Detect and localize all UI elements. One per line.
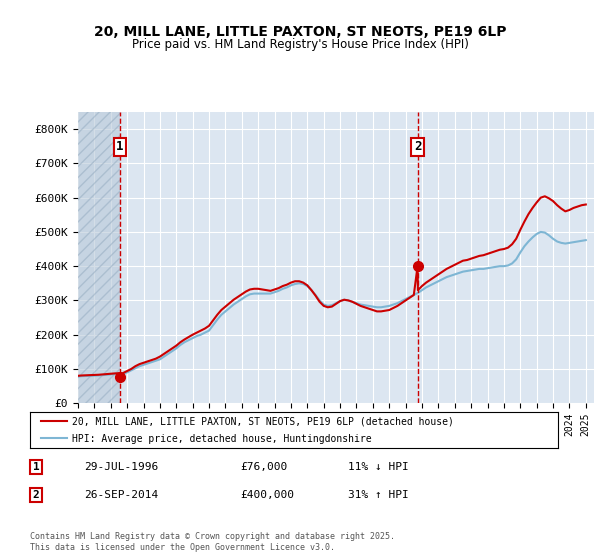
Text: HPI: Average price, detached house, Huntingdonshire: HPI: Average price, detached house, Hunt… — [72, 434, 372, 444]
Text: 11% ↓ HPI: 11% ↓ HPI — [348, 462, 409, 472]
Text: 2: 2 — [32, 490, 40, 500]
Text: 20, MILL LANE, LITTLE PAXTON, ST NEOTS, PE19 6LP: 20, MILL LANE, LITTLE PAXTON, ST NEOTS, … — [94, 25, 506, 39]
Text: Price paid vs. HM Land Registry's House Price Index (HPI): Price paid vs. HM Land Registry's House … — [131, 38, 469, 50]
Text: 29-JUL-1996: 29-JUL-1996 — [84, 462, 158, 472]
Text: 31% ↑ HPI: 31% ↑ HPI — [348, 490, 409, 500]
Text: 1: 1 — [32, 462, 40, 472]
Text: £400,000: £400,000 — [240, 490, 294, 500]
Text: 26-SEP-2014: 26-SEP-2014 — [84, 490, 158, 500]
Text: 2: 2 — [414, 141, 421, 153]
Text: 20, MILL LANE, LITTLE PAXTON, ST NEOTS, PE19 6LP (detached house): 20, MILL LANE, LITTLE PAXTON, ST NEOTS, … — [72, 417, 454, 427]
Bar — [78, 112, 120, 403]
Text: £76,000: £76,000 — [240, 462, 287, 472]
Text: Contains HM Land Registry data © Crown copyright and database right 2025.
This d: Contains HM Land Registry data © Crown c… — [30, 532, 395, 552]
Text: 1: 1 — [116, 141, 124, 153]
